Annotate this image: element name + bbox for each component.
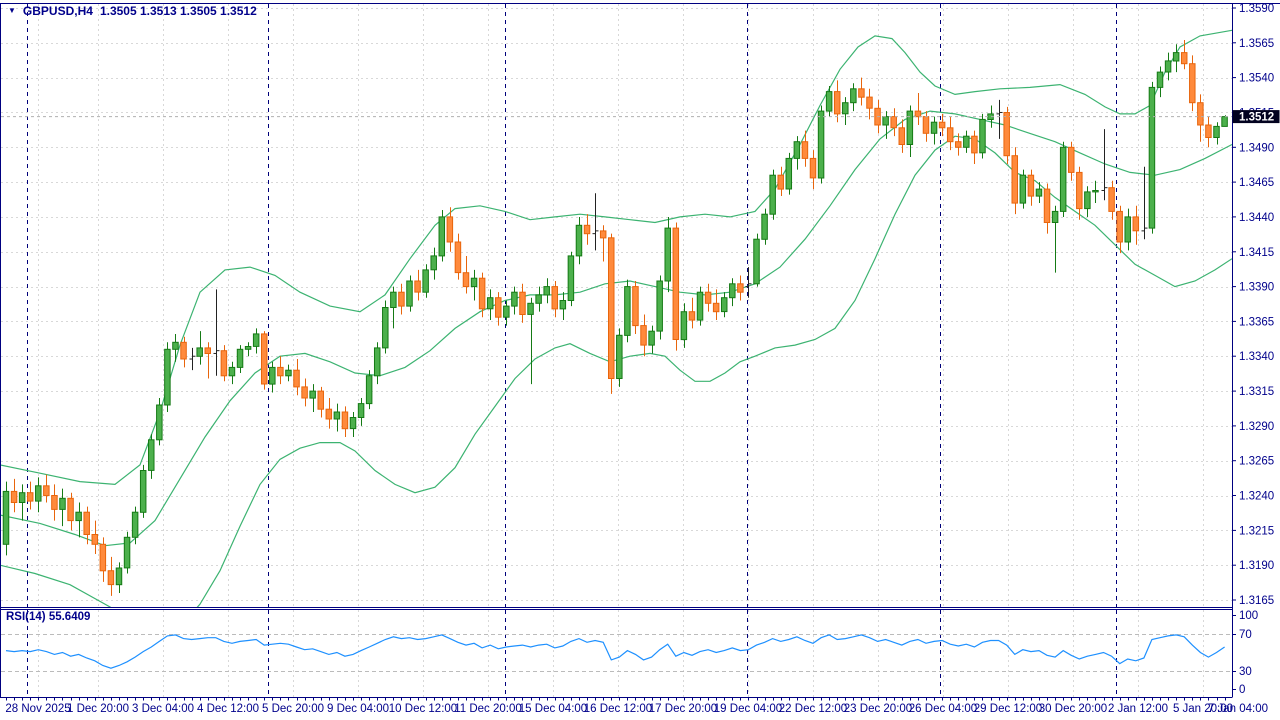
rsi-indicator-label: RSI(14) 55.6409 bbox=[6, 611, 91, 623]
time-axis-label: 29 Dec 12:00 bbox=[974, 703, 1042, 715]
price-axis-label: 1.3265 bbox=[1239, 456, 1274, 468]
price-axis-label: 1.3190 bbox=[1239, 560, 1274, 572]
current-price-tag: 1.3512 bbox=[1232, 110, 1280, 124]
time-axis-label: 22 Dec 12:00 bbox=[779, 703, 847, 715]
price-axis-label: 1.3415 bbox=[1239, 247, 1274, 259]
time-axis-label: 15 Dec 04:00 bbox=[519, 703, 587, 715]
price-axis-label: 1.3565 bbox=[1239, 38, 1274, 50]
price-axis-label: 1.3315 bbox=[1239, 386, 1274, 398]
price-axis-label: 1.3490 bbox=[1239, 142, 1274, 154]
time-axis-label: 7 Jan 04:00 bbox=[1208, 703, 1268, 715]
price-axis-label: 1.3165 bbox=[1239, 595, 1274, 607]
rsi-line bbox=[5, 634, 1225, 669]
price-axis-label: 1.3540 bbox=[1239, 73, 1274, 85]
time-axis-label: 30 Dec 20:00 bbox=[1039, 703, 1107, 715]
price-axis-label: 1.3365 bbox=[1239, 316, 1274, 328]
time-axis-label: 10 Dec 12:00 bbox=[389, 703, 457, 715]
symbol-dropdown-icon[interactable]: ▼ bbox=[8, 5, 16, 15]
time-axis-label: 9 Dec 04:00 bbox=[327, 703, 389, 715]
rsi-axis-label: 100 bbox=[1239, 610, 1258, 622]
chart-symbol-period: GBPUSD,H4 bbox=[22, 4, 93, 18]
time-axis-label: 11 Dec 20:00 bbox=[454, 703, 522, 715]
candlestick-series bbox=[2, 40, 1228, 596]
bollinger-middle-band bbox=[1, 110, 1232, 547]
time-axis-label: 23 Dec 20:00 bbox=[844, 703, 912, 715]
bollinger-bands bbox=[1, 29, 1232, 607]
price-axis-label: 1.3590 bbox=[1239, 3, 1274, 15]
time-axis-label: 1 Dec 20:00 bbox=[67, 703, 129, 715]
time-axis-label: 3 Dec 04:00 bbox=[132, 703, 194, 715]
time-axis-label: 5 Jan 20:00 bbox=[1173, 703, 1233, 715]
time-axis-label: 17 Dec 20:00 bbox=[649, 703, 717, 715]
week-separators bbox=[27, 4, 1117, 697]
rsi-axis-label: 70 bbox=[1239, 629, 1252, 641]
time-axis-label: 16 Dec 12:00 bbox=[584, 703, 652, 715]
time-axis-label: 2 Jan 12:00 bbox=[1108, 703, 1168, 715]
bollinger-upper-band bbox=[1, 29, 1232, 486]
time-axis-label: 4 Dec 12:00 bbox=[197, 703, 259, 715]
price-axis-label: 1.3215 bbox=[1239, 525, 1274, 537]
time-axis-label: 19 Dec 04:00 bbox=[714, 703, 782, 715]
price-axis-label: 1.3465 bbox=[1239, 177, 1274, 189]
price-axis-label: 1.3390 bbox=[1239, 282, 1274, 294]
rsi-panel[interactable] bbox=[1, 634, 1232, 672]
svg-text:1.3512: 1.3512 bbox=[1239, 112, 1274, 124]
chart-ohlc-readout: 1.3505 1.3513 1.3505 1.3512 bbox=[99, 4, 257, 18]
rsi-axis-label: 0 bbox=[1239, 684, 1245, 696]
price-axis[interactable]: 1.35901.35651.35401.35151.34901.34651.34… bbox=[1232, 3, 1280, 696]
chart-frame bbox=[0, 3, 1280, 698]
price-axis-label: 1.3340 bbox=[1239, 351, 1274, 363]
price-axis-label: 1.3240 bbox=[1239, 491, 1274, 503]
time-axis-label: 28 Nov 2025 bbox=[5, 703, 70, 715]
chart-title: ▼ GBPUSD,H4 1.3505 1.3513 1.3505 1.3512 bbox=[8, 4, 257, 18]
time-axis-label: 5 Dec 20:00 bbox=[262, 703, 324, 715]
time-axis-label: 26 Dec 04:00 bbox=[909, 703, 977, 715]
price-axis-label: 1.3440 bbox=[1239, 212, 1274, 224]
price-axis-label: 1.3290 bbox=[1239, 421, 1274, 433]
chart-grid bbox=[1, 4, 1232, 697]
rsi-axis-label: 30 bbox=[1239, 666, 1252, 678]
